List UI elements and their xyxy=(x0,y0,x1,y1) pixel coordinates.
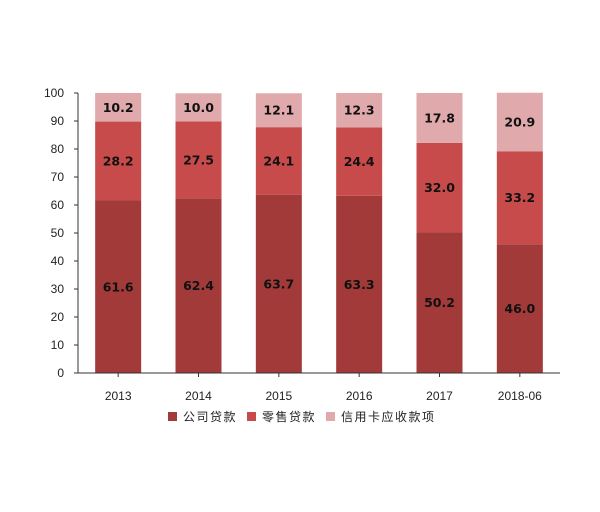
y-tick-label: 10 xyxy=(51,338,65,352)
data-label: 62.4 xyxy=(183,278,214,293)
bar-segment xyxy=(336,127,383,196)
y-tick-label: 20 xyxy=(51,310,65,324)
bar-segment xyxy=(95,93,142,122)
y-tick-label: 80 xyxy=(51,142,65,156)
data-label: 63.7 xyxy=(263,276,294,291)
data-label: 61.6 xyxy=(103,279,134,294)
y-tick-label: 50 xyxy=(51,226,65,240)
legend-item-corporate-loans: 公司贷款 xyxy=(168,408,237,425)
y-tick-label: 30 xyxy=(51,282,65,296)
x-tick-label: 2017 xyxy=(426,389,453,403)
y-tick-label: 70 xyxy=(51,170,65,184)
data-label: 24.1 xyxy=(263,153,294,168)
y-tick-label: 0 xyxy=(57,366,64,380)
bars xyxy=(95,92,543,373)
data-label: 17.8 xyxy=(424,110,455,125)
x-tick-label: 2016 xyxy=(346,389,373,403)
y-tick-label: 90 xyxy=(51,114,65,128)
bar-segment xyxy=(95,200,142,373)
x-tick-label: 2013 xyxy=(105,389,132,403)
bar-segment xyxy=(416,232,463,373)
legend-swatch xyxy=(168,412,177,421)
data-label: 24.4 xyxy=(344,154,375,169)
data-label: 27.5 xyxy=(183,152,214,167)
data-label: 33.2 xyxy=(504,190,535,205)
data-label: 10.0 xyxy=(183,100,214,115)
bar-segment xyxy=(95,121,142,201)
x-tick-label: 2018-06 xyxy=(498,389,542,403)
bar-segment xyxy=(255,194,302,373)
bar-segment xyxy=(336,93,383,128)
legend: 公司贷款 零售贷款 信用卡应收款项 xyxy=(168,408,446,425)
bar-segment xyxy=(496,151,543,245)
legend-label: 公司贷款 xyxy=(183,410,238,424)
bar-segment xyxy=(496,92,543,152)
x-axis: 2013 2014 2015 2016 2017 2018-06 xyxy=(78,372,560,403)
data-label: 12.3 xyxy=(344,103,375,118)
bar-segment xyxy=(175,121,222,199)
y-tick-label: 100 xyxy=(44,86,64,100)
bar-segment xyxy=(416,142,463,233)
x-tick-label: 2014 xyxy=(185,389,212,403)
y-axis: 0 10 20 30 40 50 60 70 80 90 100 xyxy=(44,86,79,380)
y-tick-label: 40 xyxy=(51,254,65,268)
legend-item-credit-card-receivables: 信用卡应收款项 xyxy=(326,408,436,425)
legend-swatch xyxy=(326,412,336,421)
bar-segment xyxy=(175,93,222,122)
bar-segment xyxy=(336,195,383,373)
bar-segment xyxy=(255,127,302,195)
x-tick-label: 2015 xyxy=(265,389,292,403)
legend-label: 信用卡应收款项 xyxy=(341,410,436,424)
data-label: 63.3 xyxy=(344,277,375,292)
data-label: 20.9 xyxy=(504,114,535,129)
y-tick-label: 60 xyxy=(51,198,65,212)
data-labels: 61.6 28.2 10.2 62.4 27.5 10.0 63.7 24.1 12.1 63.3… xyxy=(103,100,536,316)
legend-label: 零售贷款 xyxy=(262,410,317,424)
bar-segment xyxy=(416,93,463,143)
data-label: 10.2 xyxy=(103,100,134,115)
data-label: 50.2 xyxy=(424,295,455,310)
legend-swatch xyxy=(247,412,257,421)
data-label: 12.1 xyxy=(263,103,294,118)
bar-segment xyxy=(255,93,302,128)
bar-segment xyxy=(175,198,222,373)
data-label: 46.0 xyxy=(504,301,535,316)
bar-segment xyxy=(496,244,543,373)
data-label: 28.2 xyxy=(103,154,134,169)
legend-item-retail-loans: 零售贷款 xyxy=(247,408,316,425)
data-label: 32.0 xyxy=(424,180,455,195)
